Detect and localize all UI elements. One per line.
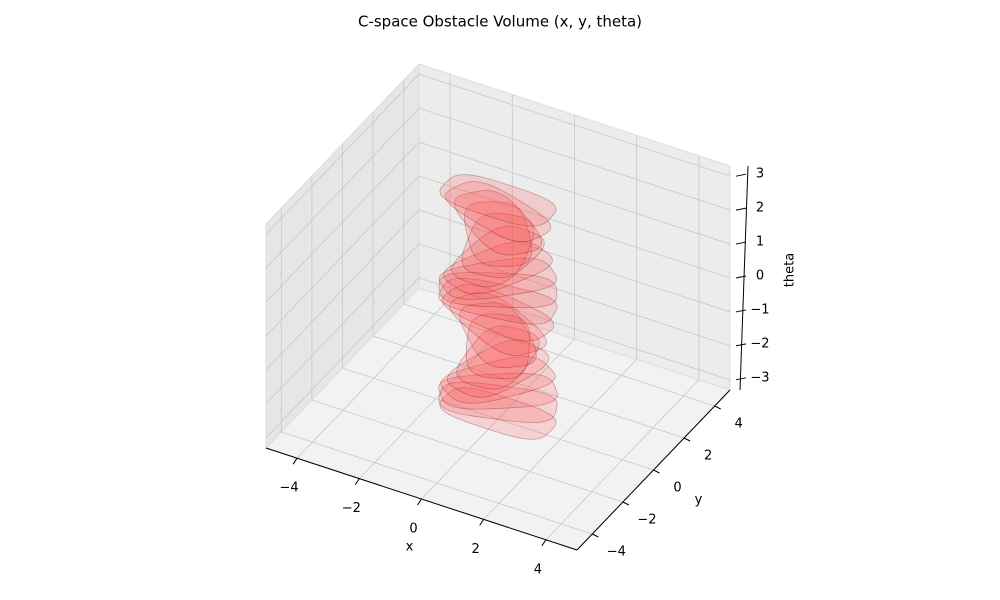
chart-title: C-space Obstacle Volume (x, y, theta) xyxy=(358,13,642,31)
grid-line xyxy=(418,243,731,347)
obstacle-slice xyxy=(463,201,533,267)
obstacle-slice xyxy=(459,302,537,369)
grid-line xyxy=(265,277,420,439)
x-tick-label: −2 xyxy=(342,501,361,516)
obstacle-slice xyxy=(438,271,558,309)
z-tick-label: 3 xyxy=(756,167,764,182)
z-tick xyxy=(735,377,747,381)
obstacle-slice xyxy=(438,257,558,300)
x-tick xyxy=(354,478,360,485)
grid-line xyxy=(418,107,731,211)
z-tick-label: −3 xyxy=(750,370,769,385)
grid-line xyxy=(403,303,715,407)
x-tick xyxy=(417,498,422,506)
y-tick xyxy=(653,469,660,474)
obstacle-slice xyxy=(449,291,547,356)
y-tick-label: 2 xyxy=(704,449,712,464)
z-tick-label: 2 xyxy=(756,201,764,216)
obstacle-slice xyxy=(453,190,543,256)
z-tick-label: 0 xyxy=(756,269,764,284)
obstacle-slice xyxy=(465,313,531,380)
y-tick-label: 4 xyxy=(735,417,743,432)
z-axis-label: theta xyxy=(783,253,798,287)
obstacle-slice xyxy=(451,225,545,288)
grid-line xyxy=(265,73,420,235)
x-tick-label: 0 xyxy=(409,522,417,537)
grid-line xyxy=(418,277,731,381)
obstacle-slice xyxy=(440,356,556,404)
obstacle-slice xyxy=(446,339,550,398)
z-tick-label: 1 xyxy=(756,235,764,250)
x-tick-label: 4 xyxy=(534,562,542,577)
grid-line xyxy=(265,243,420,405)
obstacle-slice xyxy=(456,325,540,390)
x-axis xyxy=(265,447,578,551)
z-tick xyxy=(735,173,747,177)
z-tick xyxy=(735,343,747,347)
y-tick xyxy=(683,437,691,442)
y-tick-label: −2 xyxy=(637,513,656,528)
obstacle-slice xyxy=(443,240,553,295)
z-tick xyxy=(735,207,747,211)
y-tick xyxy=(592,533,599,538)
obstacle-slice xyxy=(439,174,557,227)
y-tick-label: 0 xyxy=(673,481,681,496)
y-tick xyxy=(714,405,721,410)
z-axis xyxy=(739,165,749,391)
obstacle-slice xyxy=(439,387,557,440)
obstacle-slice xyxy=(438,277,558,325)
grid-line xyxy=(265,175,420,337)
grid-line xyxy=(265,107,420,269)
grid-line xyxy=(372,335,685,439)
grid-line xyxy=(418,73,731,177)
y-tick-label: −4 xyxy=(607,545,626,560)
obstacle-slice xyxy=(438,372,558,410)
x-tick xyxy=(479,519,485,526)
x-tick-label: 2 xyxy=(472,542,480,557)
z-tick xyxy=(735,241,747,245)
z-tick xyxy=(735,309,747,313)
z-tick-label: −1 xyxy=(750,302,769,317)
grid-line xyxy=(418,141,731,245)
obstacle-slice xyxy=(438,381,558,424)
x-axis-label: x xyxy=(406,540,414,555)
x-tick-label: −4 xyxy=(280,481,299,496)
y-tick xyxy=(622,501,630,506)
x-tick xyxy=(292,457,298,465)
x-tick xyxy=(541,539,547,547)
grid-line xyxy=(342,367,654,471)
grid-line xyxy=(418,209,731,313)
grid-line xyxy=(281,431,593,535)
obstacle-slice xyxy=(444,181,552,243)
grid-line xyxy=(311,399,624,503)
obstacle-slice xyxy=(441,284,555,342)
grid-line xyxy=(265,141,420,303)
y-axis-label: y xyxy=(695,493,703,508)
grid-line xyxy=(418,175,731,279)
z-tick-label: −2 xyxy=(750,336,769,351)
obstacle-slice xyxy=(461,212,535,279)
grid-line xyxy=(265,209,420,371)
y-axis xyxy=(576,389,731,551)
